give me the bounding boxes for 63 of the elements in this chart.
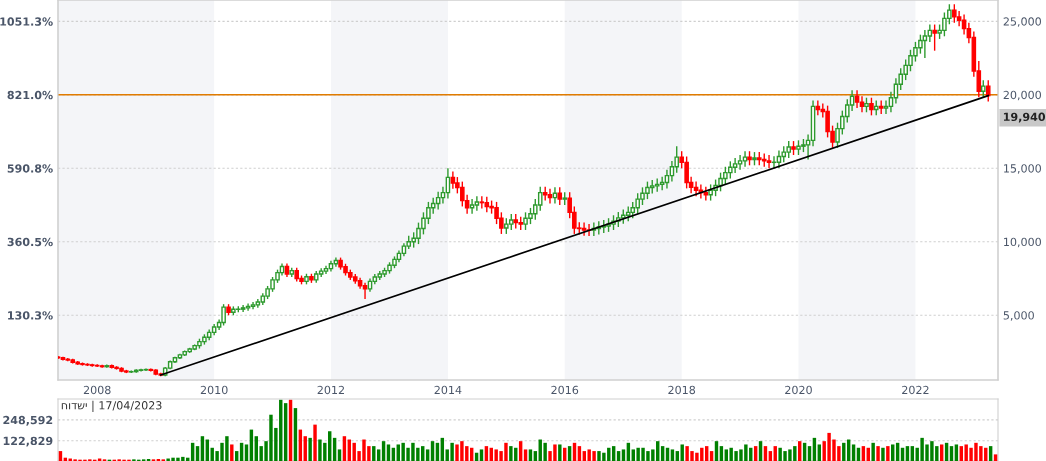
y2-tick-label: 5,000	[1003, 311, 1034, 321]
y2-tick-label: 20,000	[1003, 90, 1041, 101]
text: 19,940	[1003, 112, 1046, 123]
bar	[543, 442, 547, 461]
candlestick	[952, 3, 957, 24]
candlestick	[985, 79, 991, 103]
y-tick-label: 130.3%	[8, 311, 53, 320]
candlestick	[245, 302, 251, 312]
y-tick-label: 122,829	[3, 436, 53, 447]
bar	[621, 449, 626, 461]
x-tick-label: 2016	[551, 385, 579, 395]
annotation: חודשי | 17/04/2023	[61, 400, 162, 412]
bar	[871, 442, 875, 461]
x-tick-label: 2010	[200, 385, 228, 395]
y-tick-label: 821.0%	[7, 90, 53, 100]
y-tick-label: 590.8%	[7, 164, 53, 173]
candlestick	[737, 154, 743, 171]
bar	[670, 449, 675, 461]
y-tick-label: 248,592	[3, 415, 53, 426]
bar	[509, 446, 513, 461]
bar	[376, 449, 381, 461]
candlestick	[742, 150, 748, 168]
x-tick-label: 2014	[434, 385, 462, 395]
candlestick	[469, 198, 475, 215]
bar	[450, 442, 454, 461]
bar	[425, 449, 430, 461]
candlestick	[362, 282, 368, 300]
candlestick	[922, 29, 928, 59]
x-tick-label: 2012	[317, 385, 344, 395]
bar	[881, 447, 885, 461]
candlestick	[537, 186, 543, 212]
candlestick	[474, 195, 480, 212]
bar	[230, 444, 234, 461]
y-tick-label: 360.5%	[7, 237, 53, 247]
candlestick	[883, 99, 889, 115]
y2-tick-label: 25,000	[1003, 17, 1041, 27]
candlestick	[859, 95, 865, 113]
candlestick	[854, 89, 860, 109]
candlestick	[766, 154, 772, 169]
x-tick-label: 2022	[902, 385, 929, 395]
bar	[886, 446, 890, 461]
candlestick	[732, 157, 738, 174]
bar	[523, 449, 528, 461]
candlestick	[479, 195, 485, 210]
bar	[876, 446, 880, 461]
y2-tick-label: 10,000	[1004, 237, 1041, 248]
y2-tick-label: 15,000	[1004, 164, 1041, 174]
x-tick-label: 2020	[785, 385, 812, 395]
bar	[528, 449, 533, 461]
candlestick	[221, 303, 226, 327]
candlestick	[659, 175, 665, 191]
x-tick-label: 2008	[83, 385, 111, 395]
candlestick	[956, 10, 962, 27]
candlestick	[932, 23, 937, 52]
bar	[479, 449, 484, 461]
bar	[993, 454, 998, 461]
y-tick-label: 1051.3%	[0, 17, 53, 26]
bar	[308, 437, 312, 461]
candlestick	[450, 170, 456, 190]
bar	[558, 444, 562, 461]
bar	[313, 424, 317, 461]
x-tick-label: 2018	[668, 385, 696, 395]
bar	[337, 449, 342, 461]
